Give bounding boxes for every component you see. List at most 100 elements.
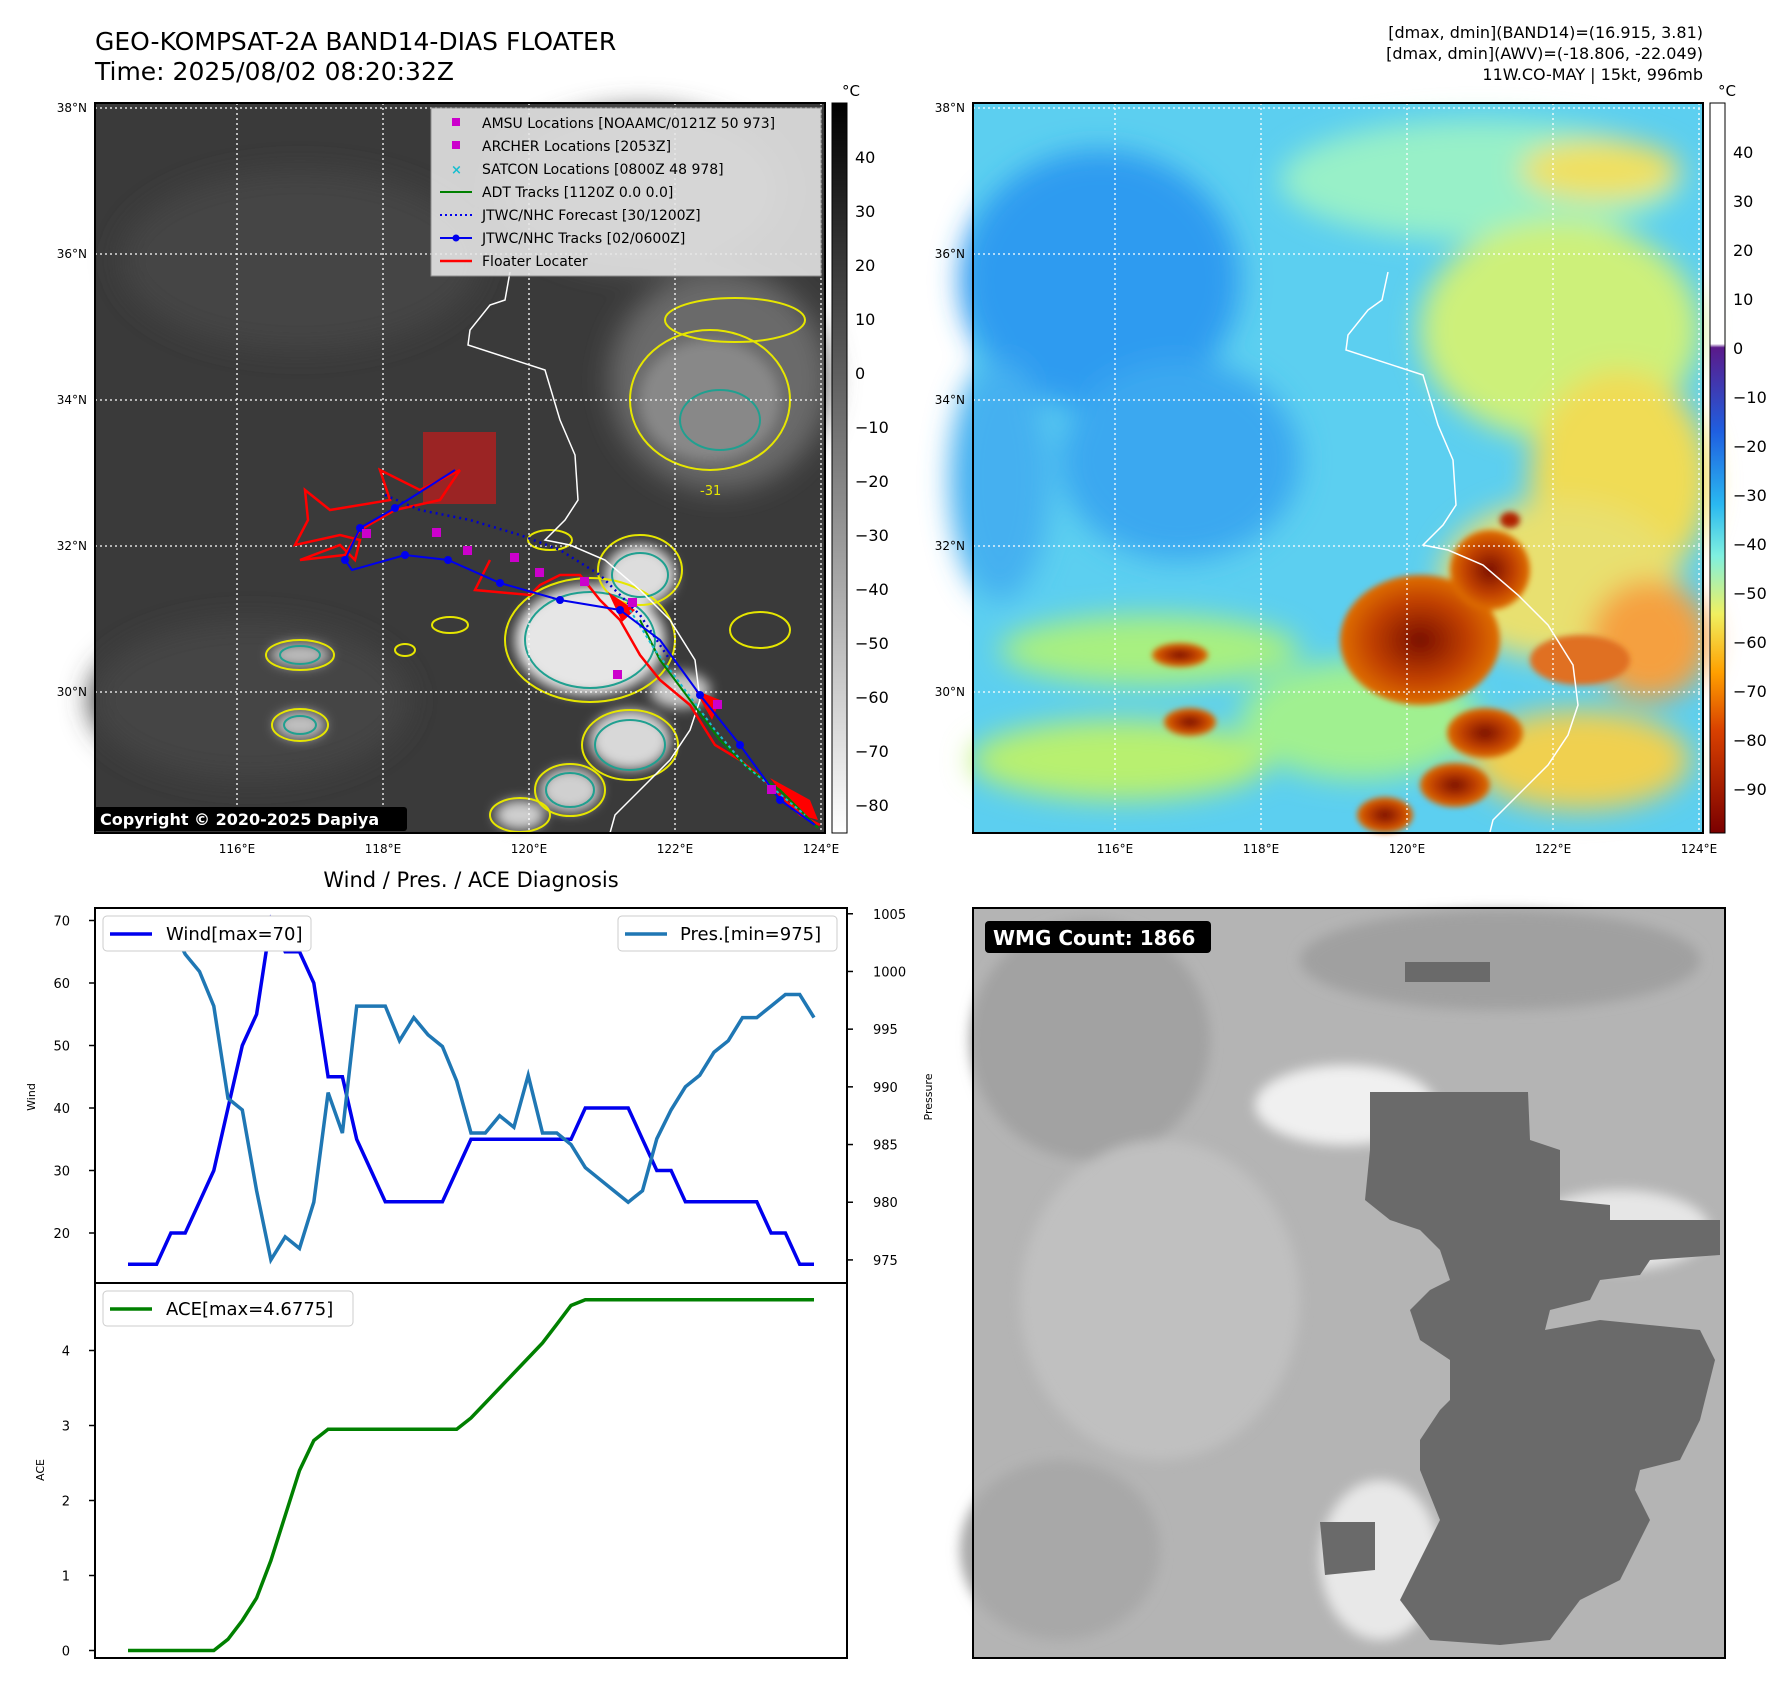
legend-archer: ARCHER Locations [2053Z] — [482, 139, 671, 155]
legend-adt: ADT Tracks [1120Z 0.0 0.0] — [482, 185, 673, 201]
wind-series-line — [128, 914, 814, 1267]
pressure-series-line — [128, 923, 816, 1265]
wv-tick: 40 — [1733, 143, 1753, 162]
wv-tick: −70 — [1733, 682, 1767, 701]
wv-tick: −40 — [1733, 535, 1767, 554]
wmg-cold-patch — [1405, 962, 1490, 982]
wv-tick: 30 — [1733, 192, 1753, 211]
copyright-text: Copyright © 2020-2025 Dapiya — [100, 810, 379, 829]
legend-satcon: SATCON Locations [0800Z 48 978] — [482, 162, 724, 178]
pressure-tick-label: 1000 — [873, 965, 906, 980]
wv-map-panel: 38°N 36°N 34°N 32°N 30°N 116°E 118°E 120… — [935, 101, 1718, 856]
wv-tick: −50 — [1733, 584, 1767, 603]
wv-tick: −30 — [1733, 486, 1767, 505]
wv-tick: −20 — [1733, 437, 1767, 456]
wind-tick-label: 20 — [53, 1227, 70, 1242]
wv-tick: 0 — [1733, 339, 1743, 358]
satcon-marker-icon: × — [451, 163, 462, 178]
lon-label: 124°E — [803, 842, 840, 856]
ace-axis-label: ACE — [34, 1459, 47, 1481]
wv-tick: −80 — [1733, 731, 1767, 750]
wind-pressure-chart: Wind / Pres. / ACE Diagnosis 70 60 50 40 30 2… — [25, 868, 935, 1284]
wv-lon-labels: 116°E 118°E 120°E 122°E 124°E — [1097, 842, 1718, 856]
pressure-tick-label: 995 — [873, 1023, 898, 1038]
wind-legend-label: Wind[max=70] — [166, 924, 303, 945]
copyright-box — [94, 807, 407, 831]
band14-range: [dmax, dmin](BAND14)=(16.915, 3.81) — [1388, 23, 1703, 42]
wv-tick: −90 — [1733, 780, 1767, 799]
lon-label: 116°E — [219, 842, 256, 856]
wmg-panel: WMG Count: 1866 — [960, 907, 1726, 1659]
lat-label: 34°N — [935, 393, 965, 407]
lon-label: 118°E — [365, 842, 402, 856]
adt-track — [639, 619, 819, 829]
pressure-legend-box — [617, 915, 838, 952]
amsu-archer-markers — [362, 528, 776, 794]
wind-tick-label: 30 — [53, 1165, 70, 1180]
lat-label: 34°N — [57, 393, 87, 407]
ace-chart: 4 3 2 1 0 ACE ACE[max=4.6775] — [34, 1282, 848, 1660]
pressure-tick-label: 1005 — [873, 908, 906, 923]
wind-tick-label: 60 — [53, 977, 70, 992]
ir-contours-teal — [279, 389, 761, 808]
archer-marker-icon — [452, 141, 460, 149]
amsu-marker-icon — [452, 118, 460, 126]
diagnosis-title: Wind / Pres. / ACE Diagnosis — [323, 868, 618, 892]
lat-label: 36°N — [57, 247, 87, 261]
legend-floater: Floater Locater — [482, 254, 588, 270]
wv-cold-cloud-tops — [1152, 512, 1630, 833]
ir-tick: −50 — [855, 634, 889, 653]
ir-contours-yellow — [265, 297, 806, 833]
pressure-tick-label: 990 — [873, 1081, 898, 1096]
ir-tick: −70 — [855, 742, 889, 761]
contour-label: -31 — [700, 484, 721, 499]
wind-legend-box — [102, 915, 312, 952]
wv-coastline — [1345, 271, 1579, 841]
lat-label: 38°N — [57, 101, 87, 115]
lat-label: 32°N — [935, 539, 965, 553]
lat-label: 30°N — [57, 685, 87, 699]
wv-tick: 20 — [1733, 241, 1753, 260]
wmg-count-label: WMG Count: 1866 — [993, 926, 1195, 950]
ir-lat-labels: 38°N 36°N 34°N 32°N 30°N — [57, 101, 87, 699]
lon-label: 124°E — [1681, 842, 1718, 856]
ace-tick-label: 0 — [62, 1645, 70, 1660]
ir-tick: −10 — [855, 418, 889, 437]
ir-colorbar-unit: °C — [842, 82, 860, 100]
ace-tick-label: 1 — [62, 1570, 70, 1585]
figure-time: Time: 2025/08/02 08:20:32Z — [94, 57, 454, 86]
ir-lon-labels: 116°E 118°E 120°E 122°E 124°E — [219, 842, 840, 856]
wv-colorbar: °C 40 30 20 10 0 −10 −20 −30 −40 −50 −60… — [1709, 82, 1767, 834]
pressure-axis-label: Pressure — [922, 1073, 935, 1120]
lat-label: 36°N — [935, 247, 965, 261]
map-legend: AMSU Locations [NOAAMC/0121Z 50 973] ARC… — [430, 107, 822, 277]
track-point-icon — [452, 234, 460, 242]
wv-lat-labels: 38°N 36°N 34°N 32°N 30°N — [935, 101, 965, 699]
lon-label: 118°E — [1243, 842, 1280, 856]
jtwc-track-points — [341, 504, 784, 804]
pressure-tick-label: 985 — [873, 1139, 898, 1154]
lon-label: 116°E — [1097, 842, 1134, 856]
ir-tick: 10 — [855, 310, 875, 329]
wind-axis-ticks: 70 60 50 40 30 20 — [53, 915, 95, 1242]
pressure-axis-ticks: 1005 1000 995 990 985 980 975 — [847, 908, 906, 1269]
storm-info: 11W.CO-MAY | 15kt, 996mb — [1482, 65, 1703, 84]
lon-label: 122°E — [1535, 842, 1572, 856]
ir-tick: 40 — [855, 148, 875, 167]
ace-legend-label: ACE[max=4.6775] — [166, 1299, 333, 1320]
ir-coastline — [467, 271, 701, 834]
ir-tick: −40 — [855, 580, 889, 599]
ir-tick: 30 — [855, 202, 875, 221]
ace-axis-ticks: 4 3 2 1 0 — [62, 1345, 95, 1660]
pressure-tick-label: 975 — [873, 1254, 898, 1269]
ir-tick: 20 — [855, 256, 875, 275]
ir-tick: −20 — [855, 472, 889, 491]
ace-tick-label: 2 — [62, 1495, 70, 1510]
ace-legend-box — [102, 1290, 354, 1327]
wind-tick-label: 50 — [53, 1040, 70, 1055]
wind-tick-label: 40 — [53, 1102, 70, 1117]
wv-tick: 10 — [1733, 290, 1753, 309]
wmg-count-box — [985, 921, 1211, 953]
wv-tick: −10 — [1733, 388, 1767, 407]
